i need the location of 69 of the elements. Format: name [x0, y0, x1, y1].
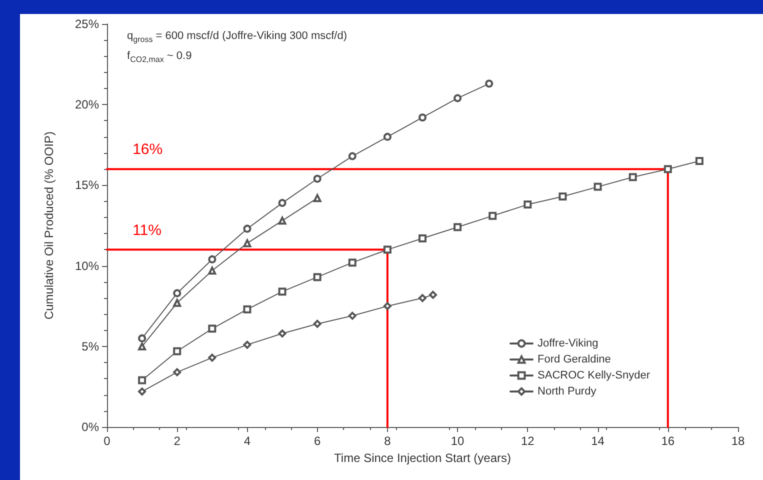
annotation: q$_{gross}$ = 600 mscf/d (Joffre-Viking 300 mscf/d)	[127, 30, 348, 44]
point	[524, 200, 532, 209]
point	[313, 174, 322, 183]
point	[278, 198, 286, 207]
point	[173, 347, 182, 356]
point	[208, 266, 216, 275]
x-tick-label: 8	[384, 434, 392, 448]
point	[138, 334, 146, 342]
point	[485, 80, 494, 88]
point	[243, 224, 252, 233]
point	[594, 182, 602, 191]
point	[695, 157, 704, 166]
y-tick-label: 0%	[82, 420, 100, 434]
point	[173, 289, 182, 298]
legend-label: SACROC Kelly-Snyder	[538, 370, 650, 382]
point	[348, 258, 356, 267]
x-tick-label: 14	[591, 434, 605, 448]
x-tick-label: 10	[450, 434, 465, 448]
point	[138, 388, 146, 396]
point	[348, 152, 356, 160]
point	[313, 273, 322, 282]
point	[348, 312, 356, 320]
x-tick-label: 18	[731, 434, 745, 448]
y-tick-label: 25%	[74, 17, 100, 31]
point	[208, 255, 216, 264]
x-tick-label: 6	[314, 434, 321, 448]
x-tick-label: 16	[661, 434, 675, 448]
point	[454, 223, 462, 232]
y-tick-label: 20%	[74, 98, 100, 112]
x-tick-label: 2	[174, 434, 181, 448]
point	[454, 94, 462, 102]
annotation: 16%	[132, 141, 163, 158]
x-axis-title: Time Since Injection Start (years)	[334, 450, 511, 465]
point	[383, 302, 392, 310]
point	[278, 216, 286, 225]
point	[558, 192, 567, 200]
point	[138, 376, 146, 384]
point	[383, 132, 392, 141]
point	[243, 305, 252, 314]
point	[664, 165, 672, 174]
point	[243, 239, 252, 248]
y-axis-title: Cumulative Oil Produced (% OOIP)	[42, 131, 56, 320]
legend-label: Joffre-Viking	[538, 338, 598, 350]
point	[418, 113, 426, 122]
legend-label: Ford Geraldine	[538, 354, 611, 366]
point	[418, 234, 426, 242]
point	[278, 330, 286, 338]
x-tick-label: 4	[244, 434, 251, 448]
point	[243, 340, 252, 349]
y-tick-label: 10%	[74, 258, 100, 273]
point	[208, 354, 216, 362]
point	[173, 368, 182, 376]
x-tick-label: 0	[104, 434, 111, 448]
point	[488, 212, 497, 220]
point	[138, 342, 146, 350]
legend-label: North Purdy	[538, 386, 597, 398]
point	[418, 294, 426, 302]
point	[383, 246, 392, 254]
point	[313, 320, 322, 328]
annotation: 11%	[132, 222, 162, 239]
annotation: f$_{CO2,max}$ ~ 0.9	[127, 50, 192, 64]
y-tick-label: 5%	[82, 339, 100, 354]
x-tick-label: 12	[520, 434, 535, 448]
point	[173, 298, 182, 307]
point	[628, 173, 637, 182]
point	[429, 290, 438, 299]
y-tick-label: 15%	[74, 178, 100, 192]
point	[278, 288, 286, 296]
point	[208, 324, 216, 333]
